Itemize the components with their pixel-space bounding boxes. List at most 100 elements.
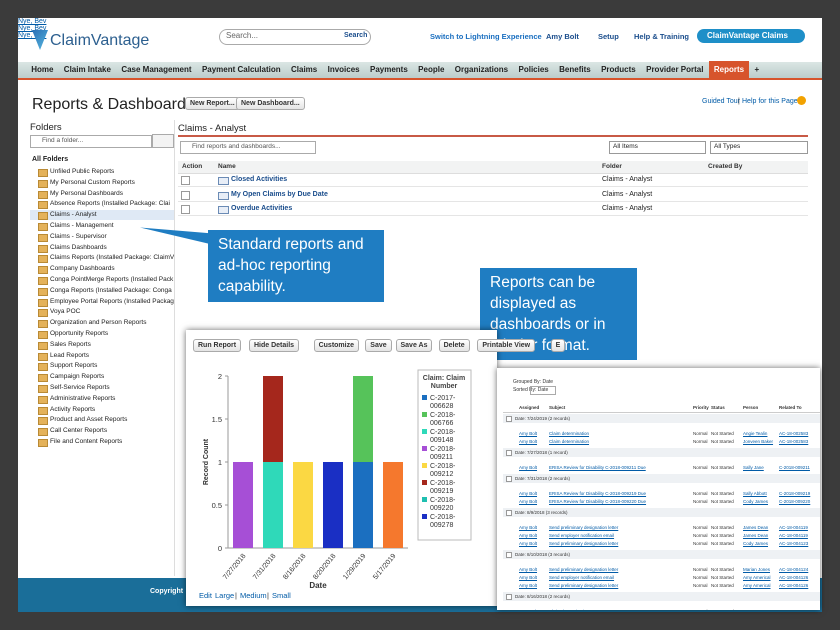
report-owner[interactable]: Nye, Bev (18, 18, 47, 25)
folder-item[interactable]: Call Center Reports (50, 427, 108, 435)
tab[interactable]: Policies (518, 65, 549, 74)
tab[interactable]: Provider Portal (646, 65, 704, 74)
task-cell[interactable]: Cody James (743, 541, 769, 546)
task-cell[interactable]: Amy Bolt (519, 533, 538, 538)
items-select[interactable] (609, 141, 706, 154)
folder-item[interactable]: Lead Reports (50, 351, 90, 359)
task-cell[interactable]: C-2018-009219 (779, 491, 811, 496)
chart-link[interactable]: Small (272, 591, 291, 600)
task-cell[interactable]: Claim determination (549, 439, 590, 444)
folder-item[interactable]: Claims Reports (Installed Package: Claim… (50, 254, 174, 262)
folder-item[interactable]: Claims - Supervisor (50, 232, 107, 240)
group-check[interactable] (506, 594, 512, 600)
task-cell[interactable]: AC-18-002583 (779, 439, 809, 444)
action-menu[interactable] (181, 176, 190, 185)
folder-item[interactable]: My Personal Dashboards (50, 189, 123, 197)
folder-item[interactable]: Conga PointMerge Reports (Installed Pack (50, 276, 174, 283)
report-name[interactable]: Overdue Activities (231, 205, 293, 212)
task-cell[interactable]: Amy Bolt (519, 575, 538, 580)
task-cell[interactable]: James Dean (743, 525, 769, 530)
report-name[interactable]: My Open Claims by Due Date (231, 190, 328, 198)
folder-item[interactable]: Conga Reports (Installed Package: Conga (50, 286, 172, 294)
folder-item[interactable]: Company Dashboards (50, 265, 115, 273)
folder-item[interactable]: Organization and Person Reports (50, 319, 147, 327)
lightning-link[interactable]: Switch to Lightning Experience (430, 32, 542, 41)
guided-tour-link[interactable]: Guided Tour (702, 98, 741, 105)
task-cell[interactable]: ERISA Review for Disability C-2018-00922… (549, 499, 647, 504)
task-cell[interactable]: PFL Test (743, 609, 761, 610)
toolbar-button[interactable]: Save As (395, 339, 433, 352)
tab[interactable]: Payment Calculation (201, 65, 281, 74)
task-cell[interactable]: C-2018-009211 (779, 465, 810, 470)
task-cell[interactable]: Sally Abbott (743, 491, 767, 496)
tab[interactable]: Case Management (121, 65, 192, 74)
task-cell[interactable]: Amy Bolt (519, 491, 538, 496)
tab[interactable]: Home (31, 65, 54, 74)
chart-link[interactable]: Large (215, 591, 235, 600)
task-cell[interactable]: C-2018-009220 (779, 499, 811, 504)
tab[interactable]: Benefits (559, 65, 591, 74)
folder-item[interactable]: Support Reports (50, 362, 98, 370)
task-cell[interactable]: AC-18-004131 (779, 609, 808, 610)
folder-item[interactable]: Sales Reports (50, 340, 91, 348)
task-cell[interactable]: Amy Americal (743, 575, 771, 580)
report-owner[interactable]: Nye, Bev (18, 25, 47, 32)
folder-item[interactable]: Activity Reports (50, 405, 96, 413)
help-page-link[interactable]: Help for this Page (742, 98, 798, 105)
folder-item[interactable]: Claims - Analyst (50, 211, 97, 219)
task-cell[interactable]: ERISA Review for Disability C-2018-00921… (549, 465, 646, 470)
folder-item[interactable]: Employee Portal Reports (Installed Packa… (50, 297, 174, 305)
task-cell[interactable]: AC-18-004126 (779, 583, 809, 588)
task-cell[interactable]: Amy Americal (743, 583, 771, 588)
task-cell[interactable]: Send employer notification email (549, 575, 615, 580)
task-cell[interactable]: AC-18-004124 (779, 567, 809, 572)
task-cell[interactable]: Amy Bolt (519, 541, 538, 546)
chart-link[interactable]: Medium (240, 591, 267, 600)
folder-item[interactable]: Absence Reports (Installed Package: Clai (50, 200, 170, 208)
task-cell[interactable]: Marian Jones (743, 567, 771, 572)
types-select[interactable] (710, 141, 808, 154)
task-cell[interactable]: Claim determination (549, 431, 590, 436)
task-cell[interactable]: Amy Bolt (519, 567, 538, 572)
group-check[interactable] (506, 510, 512, 516)
folder-item[interactable]: Self-Service Reports (50, 384, 110, 391)
task-cell[interactable]: Amy Bolt (519, 583, 538, 588)
task-cell[interactable]: Claim determination (549, 609, 589, 610)
folder-add[interactable] (152, 134, 174, 148)
task-cell[interactable]: Send preliminary designation letter (549, 583, 619, 588)
task-cell[interactable]: Amy Bolt (519, 439, 538, 444)
search-button[interactable]: Search (344, 32, 368, 39)
tab[interactable]: Products (601, 65, 636, 74)
help-link[interactable]: Help & Training (634, 32, 690, 41)
tab[interactable]: + (754, 65, 760, 74)
task-cell[interactable]: Amy Bolt (519, 465, 538, 470)
action-menu[interactable] (181, 205, 190, 214)
tab[interactable]: People (418, 65, 445, 74)
task-cell[interactable]: Cody James (743, 499, 769, 504)
tab[interactable]: Claims (291, 65, 318, 74)
chart-link[interactable]: Edit (199, 591, 212, 600)
toolbar-button[interactable]: E (550, 339, 566, 352)
folder-item[interactable]: Claims - Management (50, 222, 114, 229)
task-cell[interactable]: Amy Bolt (519, 525, 538, 530)
task-cell[interactable]: Sally Jane (743, 465, 764, 470)
folder-item[interactable]: Campaign Reports (50, 373, 105, 381)
task-cell[interactable]: ERISA Review for Disability C-2018-00921… (549, 491, 647, 496)
task-cell[interactable]: AC-18-004119 (779, 525, 808, 530)
user-menu[interactable]: Amy Bolt (546, 32, 579, 41)
task-cell[interactable]: Amy Bolt (519, 431, 538, 436)
setup-link[interactable]: Setup (598, 32, 619, 41)
task-cell[interactable]: Angie Tealin (743, 431, 768, 436)
group-check[interactable] (506, 416, 512, 422)
task-cell[interactable]: Send preliminary designation letter (549, 567, 619, 572)
tab[interactable]: Reports (708, 61, 750, 79)
toolbar-button[interactable]: Save (365, 339, 392, 352)
tab[interactable]: Organizations (454, 65, 509, 74)
folder-item[interactable]: Product and Asset Reports (50, 416, 128, 424)
report-name[interactable]: Closed Activities (231, 176, 288, 183)
toolbar-button[interactable]: Hide Details (249, 339, 300, 352)
task-cell[interactable]: Amy Bolt (519, 499, 538, 504)
folder-item[interactable]: File and Content Reports (50, 438, 123, 445)
folder-item[interactable]: My Personal Custom Reports (50, 178, 135, 186)
task-cell[interactable]: Amy Bolt (519, 609, 537, 610)
